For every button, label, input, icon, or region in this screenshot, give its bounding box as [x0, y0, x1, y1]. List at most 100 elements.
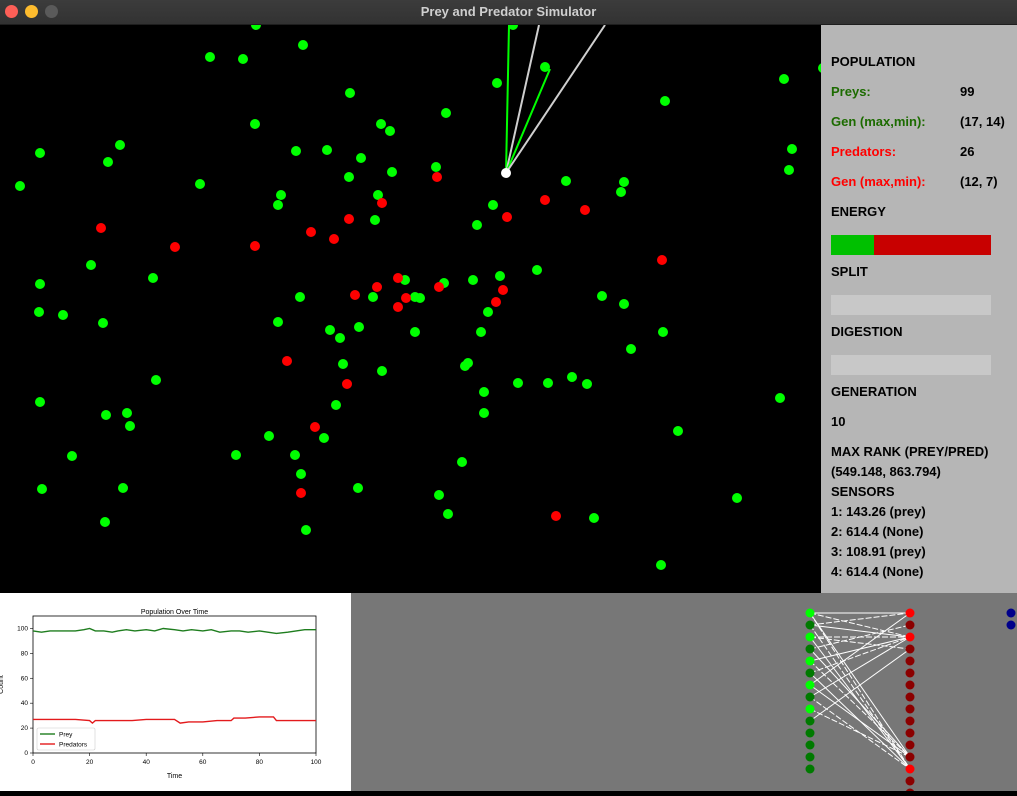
prey-agent: [656, 560, 666, 570]
prey-agent: [513, 378, 523, 388]
input-neuron: [805, 692, 815, 702]
prey-agent: [377, 366, 387, 376]
predator-agent: [250, 241, 260, 251]
y-tick-label: 20: [21, 725, 29, 732]
close-window-button[interactable]: [5, 5, 18, 18]
prey-agent: [15, 181, 25, 191]
prey-agent: [495, 271, 505, 281]
sensors-heading: SENSORS: [831, 484, 895, 499]
prey-agent: [597, 291, 607, 301]
prey-agent: [619, 299, 629, 309]
prey-agent: [205, 52, 215, 62]
prey-agent: [479, 408, 489, 418]
prey-agent: [532, 265, 542, 275]
output-neuron: [1006, 608, 1016, 618]
input-neuron: [805, 608, 815, 618]
y-tick-label: 40: [21, 700, 29, 707]
prey-agent: [103, 157, 113, 167]
series-line-predators: [33, 716, 316, 725]
digestion-bar: [831, 355, 991, 375]
connection: [809, 612, 911, 770]
prey-agent: [385, 126, 395, 136]
chart-plot-area: [32, 615, 317, 754]
input-neuron: [805, 680, 815, 690]
predator-agent: [393, 302, 403, 312]
input-neuron: [805, 704, 815, 714]
prey-agent: [616, 187, 626, 197]
prey-agent: [660, 96, 670, 106]
maximize-window-button[interactable]: [45, 5, 58, 18]
hidden-neuron: [905, 740, 915, 750]
prey-agent: [295, 292, 305, 302]
prey-agent: [251, 25, 261, 30]
neural-network-view: [351, 593, 1017, 791]
split-bar: [831, 295, 991, 315]
prey-agent: [368, 292, 378, 302]
input-neuron: [805, 752, 815, 762]
connection: [809, 612, 911, 638]
input-neuron: [805, 656, 815, 666]
predator-agent: [96, 223, 106, 233]
predator-agent: [344, 214, 354, 224]
sensor-3: 3: 108.91 (prey): [831, 544, 926, 559]
prey-agent: [619, 177, 629, 187]
connection: [809, 624, 911, 650]
connection: [809, 624, 911, 770]
x-tick-label: 80: [256, 759, 264, 766]
prey-agent: [387, 167, 397, 177]
sensor-4: 4: 614.4 (None): [831, 564, 924, 579]
predator-agent: [296, 488, 306, 498]
y-tick-label: 60: [21, 675, 29, 682]
predator-agent: [377, 198, 387, 208]
connection: [809, 696, 911, 770]
prey-agent: [818, 63, 821, 73]
predator-agent: [502, 212, 512, 222]
pred-gen-value: (12, 7): [960, 174, 998, 189]
prey-agent: [354, 322, 364, 332]
predator-agent: [372, 282, 382, 292]
simulation-canvas[interactable]: [0, 25, 821, 593]
prey-agent: [561, 176, 571, 186]
chart-title: Population Over Time: [141, 609, 208, 616]
connection: [809, 684, 911, 758]
hidden-neuron: [905, 776, 915, 786]
energy-heading: ENERGY: [831, 204, 886, 219]
input-neuron: [805, 620, 815, 630]
split-heading: SPLIT: [831, 264, 868, 279]
x-tick-label: 60: [199, 759, 207, 766]
energy-bar-fill: [831, 235, 875, 255]
predator-agent: [657, 255, 667, 265]
prey-agent: [338, 359, 348, 369]
y-tick-label: 100: [17, 625, 28, 632]
window-title: Prey and Predator Simulator: [420, 4, 597, 19]
hidden-neuron: [905, 608, 915, 618]
prey-agent: [732, 493, 742, 503]
prey-agent: [115, 140, 125, 150]
prey-agent: [296, 469, 306, 479]
hidden-neuron: [905, 668, 915, 678]
connection: [809, 612, 911, 626]
minimize-window-button[interactable]: [25, 5, 38, 18]
neural-network-svg: [805, 608, 1016, 791]
preys-label: Preys:: [831, 84, 871, 99]
predator-agent: [306, 227, 316, 237]
sensor-ray-4: [505, 25, 606, 174]
predator-agent: [498, 285, 508, 295]
prey-agent: [353, 483, 363, 493]
hidden-neuron: [905, 752, 915, 762]
prey-agent: [273, 317, 283, 327]
prey-agent: [540, 62, 550, 72]
prey-agent: [463, 358, 473, 368]
predator-agent: [342, 379, 352, 389]
prey-agent: [86, 260, 96, 270]
prey-agent: [376, 119, 386, 129]
prey-agent: [67, 451, 77, 461]
legend-label: Prey: [59, 732, 73, 739]
sensor-ray-1: [505, 25, 510, 174]
prey-agent: [345, 88, 355, 98]
sensor-ray-3: [505, 68, 551, 174]
predator-agent: [540, 195, 550, 205]
predator-agent: [491, 297, 501, 307]
prey-agent: [151, 375, 161, 385]
prey-agent: [370, 215, 380, 225]
